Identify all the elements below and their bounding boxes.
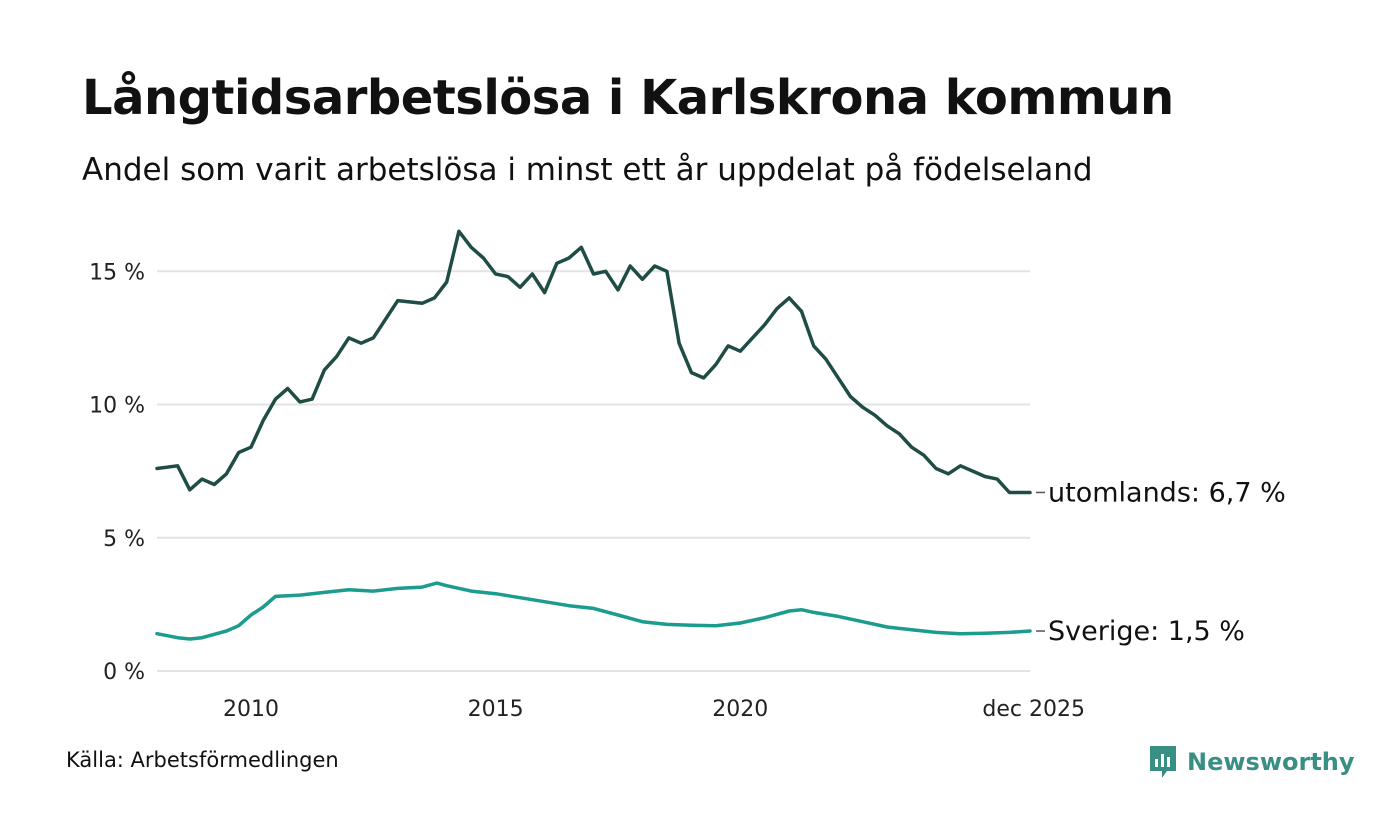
end-label-sverige: Sverige: 1,5 % bbox=[1048, 616, 1245, 647]
y-axis-tick-labels: 0 % 5 % 10 % 15 % bbox=[89, 260, 145, 685]
chart-title: Långtidsarbetslösa i Karlskrona kommun bbox=[82, 70, 1174, 126]
end-label-utomlands: utomlands: 6,7 % bbox=[1048, 477, 1286, 508]
line-sverige bbox=[155, 581, 1032, 641]
series-lines bbox=[155, 229, 1032, 641]
newsworthy-logo: Newsworthy bbox=[1148, 744, 1355, 780]
y-tick-label-5: 5 % bbox=[103, 527, 145, 552]
series-end-labels: utomlands: 6,7 % Sverige: 1,5 % bbox=[1036, 477, 1286, 647]
x-tick-label-2020: 2020 bbox=[712, 697, 768, 722]
source-note: Källa: Arbetsförmedlingen bbox=[66, 748, 339, 772]
gridlines bbox=[157, 270, 1030, 672]
brand-name: Newsworthy bbox=[1187, 748, 1355, 776]
x-tick-label-dec-2025: dec 2025 bbox=[982, 697, 1085, 722]
x-tick-label-2010: 2010 bbox=[223, 697, 279, 722]
newsworthy-chart-icon bbox=[1150, 746, 1176, 778]
x-tick-label-2015: 2015 bbox=[468, 697, 524, 722]
y-tick-label-10: 10 % bbox=[89, 394, 145, 419]
chart-subtitle: Andel som varit arbetslösa i minst ett å… bbox=[82, 152, 1093, 188]
line-utomlands bbox=[155, 229, 1032, 495]
y-tick-label-0: 0 % bbox=[103, 660, 145, 685]
y-tick-label-15: 15 % bbox=[89, 260, 145, 285]
x-axis-tick-labels: 2010 2015 2020 dec 2025 bbox=[223, 697, 1085, 722]
